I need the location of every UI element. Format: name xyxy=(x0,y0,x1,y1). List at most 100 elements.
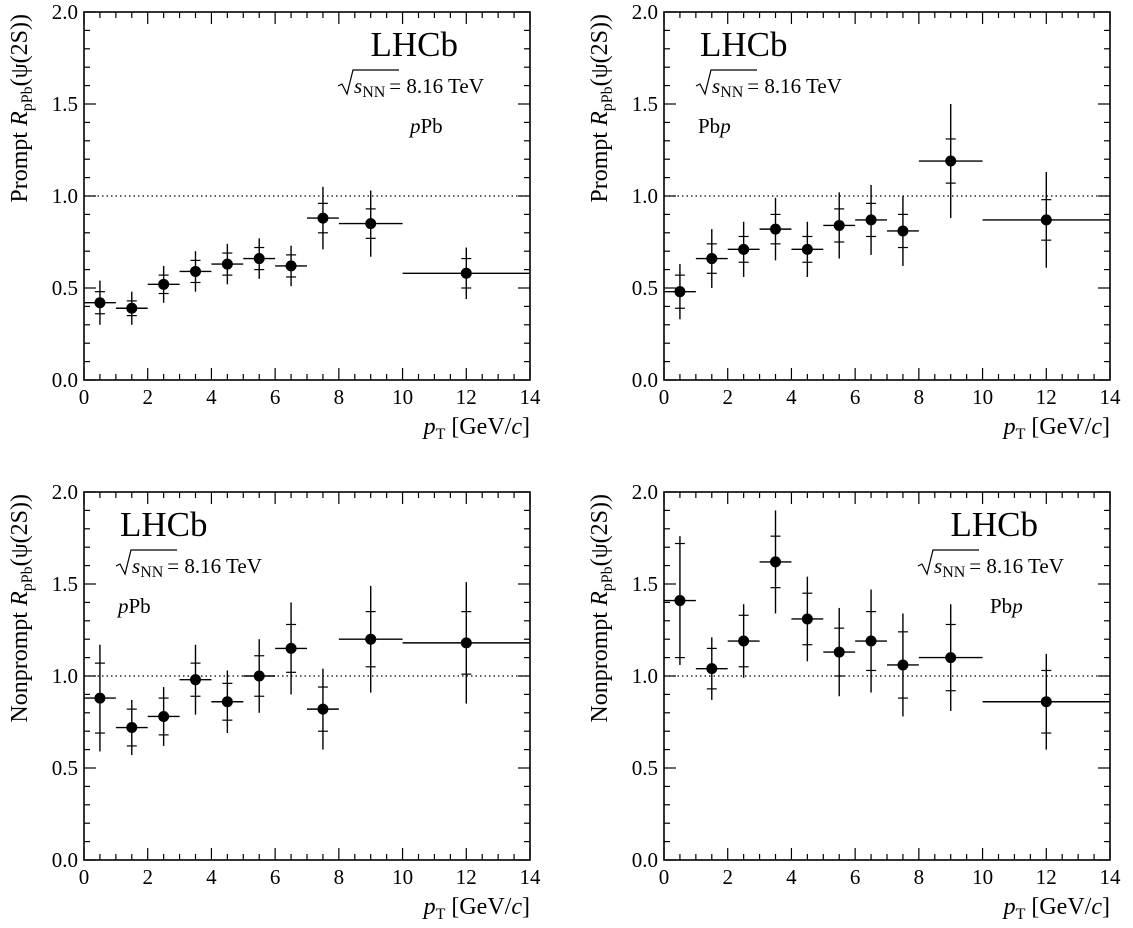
data-marker xyxy=(801,243,813,255)
system-p: p xyxy=(1010,594,1023,618)
y-tick-label: 2.0 xyxy=(52,480,78,504)
y-tick-label: 1.0 xyxy=(52,184,78,208)
data-point xyxy=(727,604,760,678)
x-axis-close: ] xyxy=(1102,894,1110,920)
data-marker xyxy=(94,692,106,704)
x-axis-var: p xyxy=(422,414,436,440)
x-tick-label: 4 xyxy=(786,385,797,409)
x-axis-unit: [GeV/ xyxy=(445,894,511,920)
y-tick-label: 1.0 xyxy=(632,664,658,688)
y-tick-label: 0.5 xyxy=(632,276,658,300)
x-axis-sub: T xyxy=(1016,906,1026,923)
y-axis-post: (ψ(2S)) xyxy=(587,14,613,86)
collision-system-label: Pbp xyxy=(698,114,731,138)
data-marker xyxy=(897,225,909,237)
panel-3: 0 2 4 6 8 10 12 140.00.51.01.52.0pT [GeV/c]Nonp… xyxy=(7,480,541,923)
x-axis-title: pT [GeV/c] xyxy=(422,414,530,443)
y-axis-post: (ψ(2S)) xyxy=(7,14,33,86)
experiment-label: LHCb xyxy=(120,505,208,544)
experiment-label: LHCb xyxy=(700,25,788,64)
x-tick-label: 8 xyxy=(914,385,925,409)
collision-system-label: Pbp xyxy=(990,594,1023,618)
y-tick-label: 1.5 xyxy=(52,572,78,596)
data-marker xyxy=(126,722,138,734)
x-tick-label: 0 xyxy=(659,865,670,889)
data-point xyxy=(664,536,696,665)
y-tick-label: 1.5 xyxy=(52,92,78,116)
energy-text: sNN = 8.16 TeV xyxy=(354,74,484,101)
system-pb: Pb xyxy=(698,114,720,138)
data-point xyxy=(727,221,760,277)
x-axis-var: p xyxy=(422,894,436,920)
y-axis-sub: pPb xyxy=(599,86,616,111)
data-marker xyxy=(770,556,781,568)
data-point xyxy=(307,668,339,750)
data-marker xyxy=(460,637,472,649)
energy-var: s xyxy=(354,74,362,98)
data-marker xyxy=(126,302,138,314)
data-marker xyxy=(1040,696,1052,708)
data-marker xyxy=(801,613,813,625)
data-point xyxy=(982,653,1110,750)
energy-sub: NN xyxy=(720,84,744,101)
x-tick-label: 0 xyxy=(79,865,90,889)
x-axis-var: p xyxy=(1002,414,1016,440)
x-tick-label: 14 xyxy=(520,385,542,409)
system-p: p xyxy=(718,114,731,138)
y-tick-label: 2.0 xyxy=(52,0,78,24)
data-marker xyxy=(674,286,686,298)
x-axis-unit: [GeV/ xyxy=(445,414,511,440)
x-tick-label: 6 xyxy=(850,385,861,409)
data-point xyxy=(855,589,887,693)
data-point xyxy=(823,192,856,259)
x-axis-unit-var: c xyxy=(511,894,522,920)
data-point xyxy=(759,197,792,261)
x-tick-label: 8 xyxy=(914,865,925,889)
sqrt-symbol xyxy=(695,69,757,96)
x-tick-label: 2 xyxy=(722,865,733,889)
data-point xyxy=(759,510,792,614)
x-tick-label: 4 xyxy=(786,865,797,889)
y-tick-label: 0.5 xyxy=(52,756,78,780)
energy-value: = 8.16 TeV xyxy=(969,554,1064,578)
x-tick-label: 0 xyxy=(79,385,90,409)
x-tick-label: 8 xyxy=(334,865,345,889)
data-point xyxy=(179,251,212,292)
data-point xyxy=(147,265,180,303)
x-axis-title: pT [GeV/c] xyxy=(1002,414,1110,443)
energy-text: sNN = 8.16 TeV xyxy=(934,554,1064,581)
data-point xyxy=(402,582,530,704)
data-marker xyxy=(945,155,957,167)
data-point xyxy=(84,280,116,325)
collision-system-label: pPb xyxy=(408,114,443,138)
panel-4: 0 2 4 6 8 10 12 140.00.51.01.52.0pT [GeV/c]Nonp… xyxy=(587,480,1121,923)
data-point xyxy=(918,604,983,711)
x-axis-unit: [GeV/ xyxy=(1025,414,1091,440)
energy-value: = 8.16 TeV xyxy=(167,554,262,578)
data-point xyxy=(179,644,212,715)
y-tick-label: 1.0 xyxy=(632,184,658,208)
data-marker xyxy=(738,635,750,647)
data-point xyxy=(275,245,307,287)
x-tick-label: 2 xyxy=(142,385,153,409)
system-pb: Pb xyxy=(990,594,1012,618)
x-axis-unit: [GeV/ xyxy=(1025,894,1091,920)
x-axis-close: ] xyxy=(522,414,530,440)
data-marker xyxy=(865,214,877,226)
x-axis-sub: T xyxy=(436,426,446,443)
x-axis-title: pT [GeV/c] xyxy=(1002,894,1110,923)
energy-label: sNN = 8.16 TeV xyxy=(695,69,842,101)
y-axis-pre: Nonprompt xyxy=(7,606,33,723)
x-tick-label: 8 xyxy=(334,385,345,409)
data-point xyxy=(402,247,530,300)
x-tick-label: 4 xyxy=(206,385,217,409)
y-tick-label: 2.0 xyxy=(632,480,658,504)
data-point xyxy=(791,576,824,662)
data-marker xyxy=(190,265,201,277)
y-tick-label: 0.0 xyxy=(52,368,78,392)
y-axis-pre: Prompt xyxy=(587,126,613,203)
data-point xyxy=(338,190,403,257)
x-tick-label: 14 xyxy=(1100,865,1122,889)
experiment-label: LHCb xyxy=(951,505,1039,544)
